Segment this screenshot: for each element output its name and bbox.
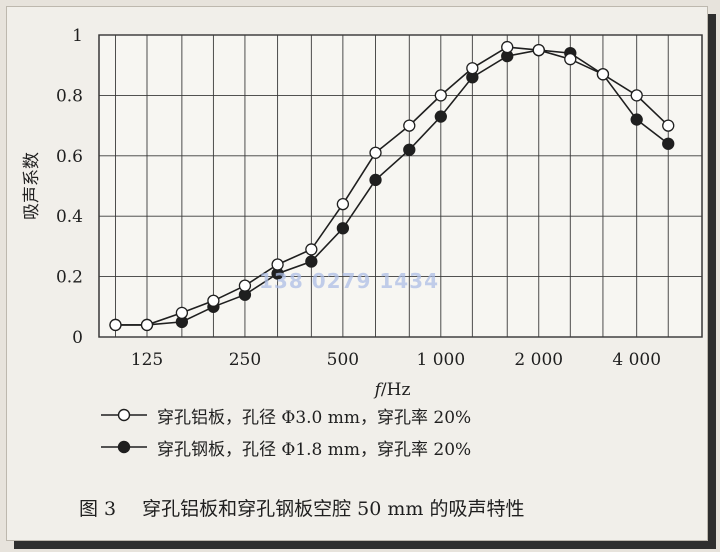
figure-frame: 0 0.2 0.4 0.6 0.8 1 125 250 500 1 000 2 000 4 000 吸声… [6, 6, 708, 541]
data-point-steel [630, 113, 643, 126]
data-point-steel [434, 110, 447, 123]
legend-label-aluminum: 穿孔铝板，孔径 Φ3.0 mm，穿孔率 20% [157, 407, 472, 428]
data-point-aluminum [109, 318, 122, 332]
data-point-aluminum [305, 243, 318, 256]
x-tick-label: 2 000 [514, 350, 563, 370]
filled-circle-marker-icon [101, 440, 147, 454]
data-point-aluminum [238, 279, 252, 292]
data-point-aluminum [564, 53, 577, 66]
data-point-aluminum [271, 258, 284, 271]
open-circle-marker-icon [101, 408, 147, 422]
y-tick-label: 0 [72, 328, 83, 348]
y-tick-label: 1 [72, 26, 83, 46]
plot-area [98, 34, 703, 338]
x-tick-label: 250 [229, 350, 261, 370]
y-tick-label: 0.2 [56, 268, 83, 288]
x-tick-label: 1 000 [416, 350, 465, 370]
data-point-aluminum [403, 119, 416, 132]
data-point-steel [662, 137, 675, 150]
y-axis-label: 吸声系数 [22, 152, 42, 220]
figure-number: 图 3 [79, 498, 117, 520]
figure-title: 穿孔铝板和穿孔钢板空腔 50 mm 的吸声特性 [142, 498, 525, 520]
data-point-aluminum [140, 318, 154, 332]
x-axis-label: f/Hz [373, 380, 411, 400]
data-point-aluminum [662, 119, 675, 132]
y-tick-label: 0.8 [56, 86, 83, 106]
data-point-aluminum [630, 89, 643, 102]
y-tick-label: 0.6 [56, 147, 83, 167]
data-point-aluminum [207, 294, 220, 307]
data-point-steel [305, 255, 318, 268]
data-point-aluminum [175, 306, 189, 319]
figure-caption: 图 3 穿孔铝板和穿孔钢板空腔 50 mm 的吸声特性 [79, 494, 524, 521]
data-point-aluminum [336, 197, 350, 211]
x-tick-label: 125 [131, 350, 163, 370]
data-point-steel [369, 173, 382, 187]
legend-item-steel: 穿孔钢板，孔径 Φ1.8 mm，穿孔率 20% [99, 434, 471, 460]
data-point-aluminum [532, 43, 545, 57]
data-point-aluminum [434, 89, 447, 102]
data-point-aluminum [369, 146, 382, 159]
x-tick-label: 500 [327, 350, 359, 370]
data-point-aluminum [596, 68, 610, 81]
data-point-aluminum [501, 40, 514, 54]
y-tick-label: 0.4 [56, 207, 83, 227]
chart: 0 0.2 0.4 0.6 0.8 1 125 250 500 1 000 2 000 4 000 吸声… [22, 26, 703, 400]
data-point-steel [336, 222, 350, 235]
x-tick-label: 4 000 [612, 350, 661, 370]
data-point-aluminum [466, 62, 479, 75]
watermark-phone: 138 0279 1434 [259, 269, 440, 293]
legend-item-aluminum: 穿孔铝板，孔径 Φ3.0 mm，穿孔率 20% [99, 402, 471, 428]
data-point-steel [403, 143, 416, 156]
legend-label-steel: 穿孔钢板，孔径 Φ1.8 mm，穿孔率 20% [157, 439, 472, 460]
